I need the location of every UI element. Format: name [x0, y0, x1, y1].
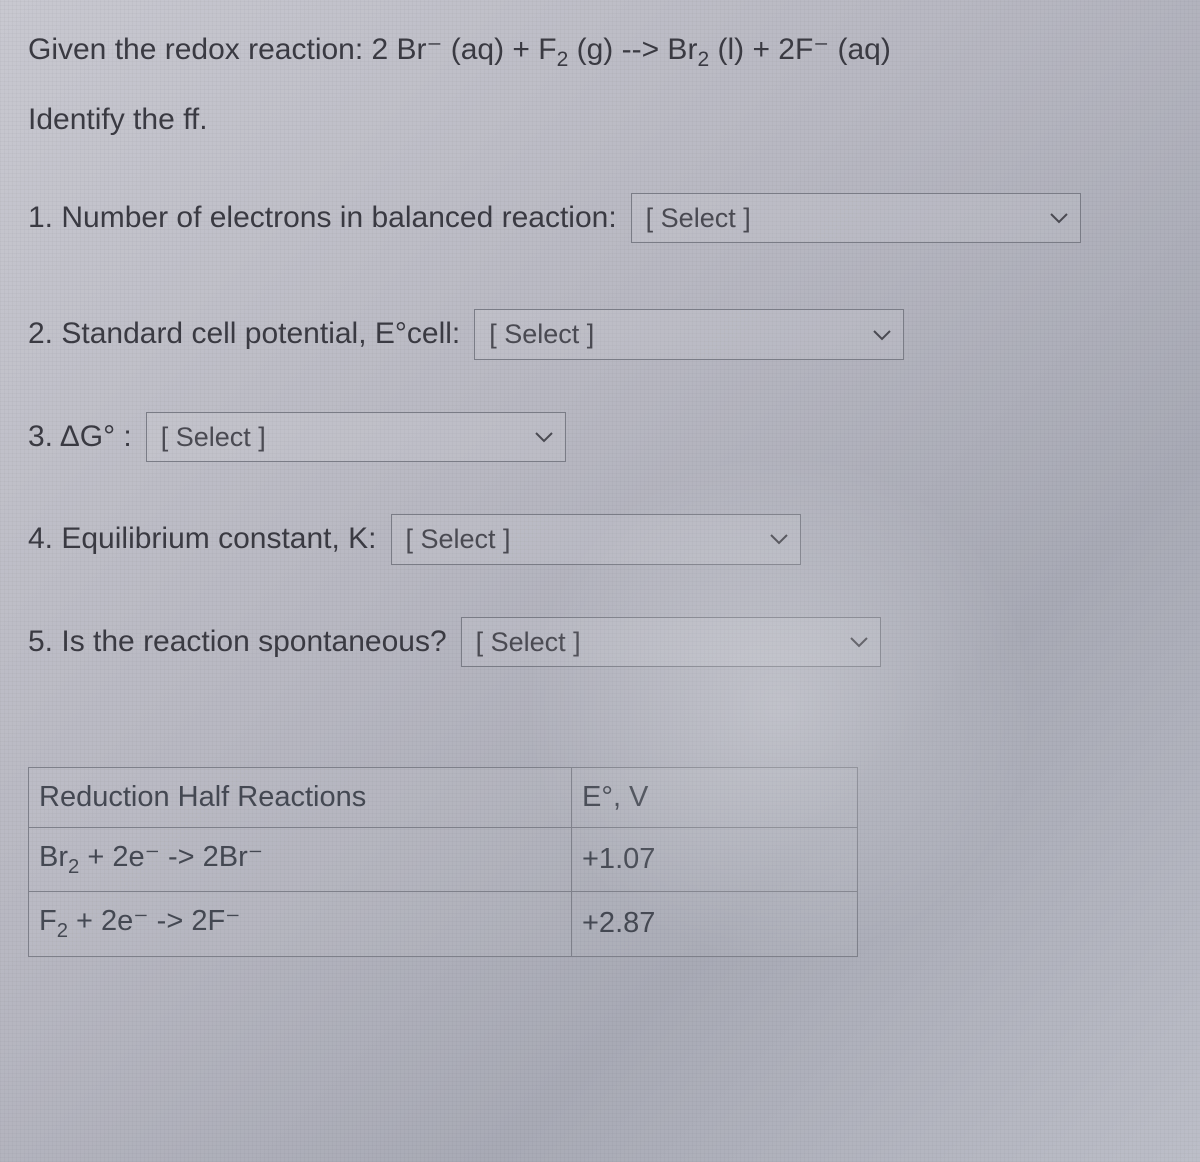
question-3-select[interactable]: [ Select ]	[146, 412, 566, 462]
chevron-down-icon	[770, 533, 788, 545]
chevron-down-icon	[535, 431, 553, 443]
question-3-row: 3. ΔG° : [ Select ]	[28, 412, 1172, 462]
question-2-row: 2. Standard cell potential, E°cell: [ Se…	[28, 309, 1172, 359]
question-4-row: 4. Equilibrium constant, K: [ Select ]	[28, 514, 1172, 564]
select-placeholder: [ Select ]	[489, 316, 594, 352]
identify-text: Identify the ff.	[28, 100, 208, 141]
chevron-down-icon	[1050, 212, 1068, 224]
question-1-row: 1. Number of electrons in balanced react…	[28, 193, 1172, 243]
table-header-row: Reduction Half Reactions E°, V	[29, 768, 858, 828]
table-header-reactions: Reduction Half Reactions	[29, 768, 572, 828]
reaction-cell: Br2 + 2e⁻ -> 2Br⁻	[29, 828, 572, 892]
table-header-potential: E°, V	[572, 768, 858, 828]
question-4-select[interactable]: [ Select ]	[391, 514, 801, 564]
reaction-cell: F2 + 2e⁻ -> 2F⁻	[29, 892, 572, 956]
question-1-label: 1. Number of electrons in balanced react…	[28, 198, 617, 239]
reaction-text: Given the redox reaction: 2 Br⁻ (aq) + F…	[28, 30, 891, 74]
question-content: Given the redox reaction: 2 Br⁻ (aq) + F…	[0, 0, 1200, 957]
reaction-equation: Given the redox reaction: 2 Br⁻ (aq) + F…	[28, 30, 1172, 74]
question-5-label: 5. Is the reaction spontaneous?	[28, 622, 447, 663]
select-placeholder: [ Select ]	[646, 200, 751, 236]
select-placeholder: [ Select ]	[161, 419, 266, 455]
table-row: Br2 + 2e⁻ -> 2Br⁻ +1.07	[29, 828, 858, 892]
question-5-select[interactable]: [ Select ]	[461, 617, 881, 667]
question-3-label: 3. ΔG° :	[28, 417, 132, 458]
question-5-row: 5. Is the reaction spontaneous? [ Select…	[28, 617, 1172, 667]
potential-cell: +2.87	[572, 892, 858, 956]
question-4-label: 4. Equilibrium constant, K:	[28, 519, 377, 560]
select-placeholder: [ Select ]	[476, 624, 581, 660]
question-2-label: 2. Standard cell potential, E°cell:	[28, 314, 460, 355]
potential-cell: +1.07	[572, 828, 858, 892]
select-placeholder: [ Select ]	[406, 521, 511, 557]
identify-instruction: Identify the ff.	[28, 100, 1172, 141]
question-2-select[interactable]: [ Select ]	[474, 309, 904, 359]
table-row: F2 + 2e⁻ -> 2F⁻ +2.87	[29, 892, 858, 956]
reference-table: Reduction Half Reactions E°, V Br2 + 2e⁻…	[28, 767, 858, 957]
chevron-down-icon	[873, 329, 891, 341]
question-1-select[interactable]: [ Select ]	[631, 193, 1081, 243]
chevron-down-icon	[850, 636, 868, 648]
